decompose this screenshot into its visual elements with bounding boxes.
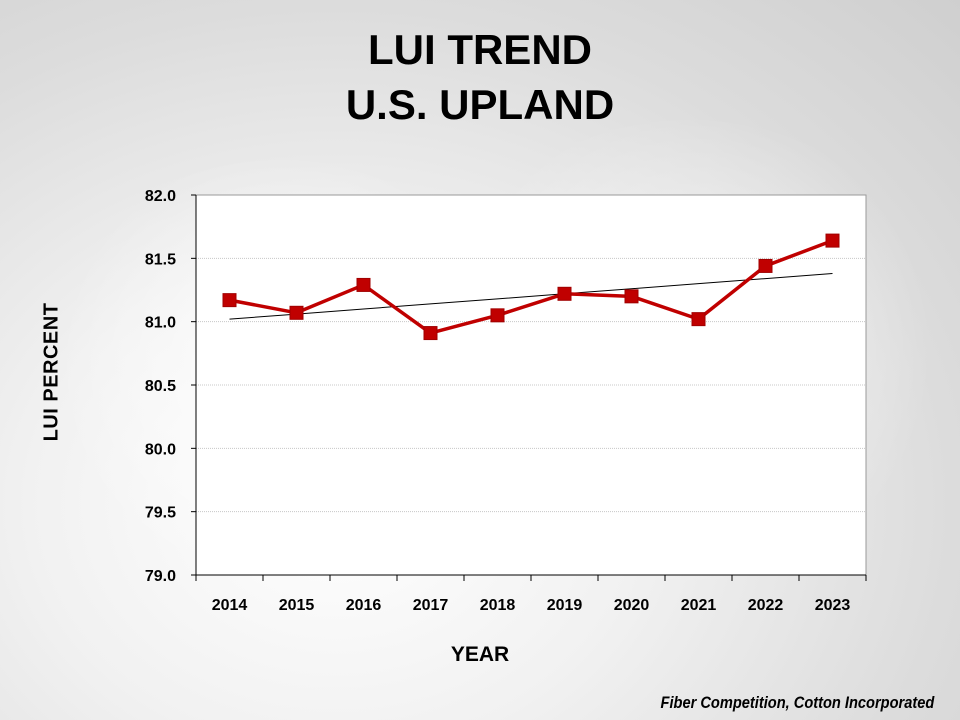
y-tick-label: 79.5 [145, 505, 176, 522]
y-tick-label: 81.5 [145, 251, 176, 268]
x-tick-label: 2021 [681, 597, 717, 614]
page-title: LUI TREND [368, 26, 592, 73]
x-tick-label: 2020 [614, 597, 650, 614]
x-tick-label: 2016 [346, 597, 382, 614]
y-tick-label: 79.0 [145, 568, 176, 585]
x-tick-label: 2023 [815, 597, 851, 614]
data-point-marker [557, 286, 572, 301]
y-tick-label: 81.0 [145, 315, 176, 332]
y-tick-label: 80.0 [145, 441, 176, 458]
x-tick-label: 2015 [279, 597, 315, 614]
x-tick-label: 2022 [748, 597, 784, 614]
data-point-marker [289, 305, 304, 320]
data-point-marker [423, 326, 438, 341]
y-tick-label: 80.5 [145, 378, 176, 395]
page-subtitle: U.S. UPLAND [345, 81, 615, 128]
data-point-marker [825, 233, 840, 248]
x-tick-label: 2014 [212, 597, 248, 614]
data-point-marker [356, 277, 371, 292]
y-tick-label: 82.0 [145, 188, 176, 205]
trendline [229, 273, 833, 320]
data-point-marker [691, 312, 706, 327]
data-point-marker [222, 293, 237, 308]
x-tick-label: 2019 [547, 597, 583, 614]
data-point-marker [758, 258, 773, 273]
data-point-marker [624, 289, 639, 304]
data-point-marker [490, 308, 505, 323]
series-line-lui [229, 238, 834, 335]
y-axis-label: LUI PERCENT [40, 302, 63, 442]
source-credit: Fiber Competition, Cotton Incorporated [660, 693, 934, 712]
x-axis-label: YEAR [450, 643, 510, 666]
x-tick-label: 2018 [480, 597, 516, 614]
x-tick-label: 2017 [413, 597, 449, 614]
